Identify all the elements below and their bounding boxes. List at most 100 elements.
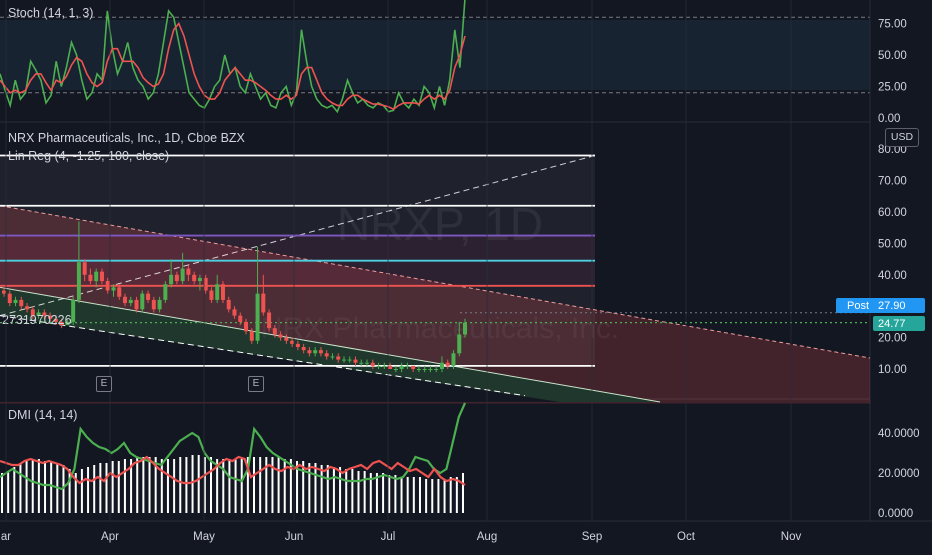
candle-body [134, 299, 139, 310]
candle-body [457, 334, 462, 354]
candle [203, 274, 208, 294]
candle [267, 309, 272, 332]
candle-body [295, 343, 300, 348]
x-tick-label: Sep [582, 531, 602, 543]
candle-body [267, 312, 272, 329]
candle-body [278, 334, 283, 338]
candle-body [71, 299, 76, 322]
candle [261, 274, 266, 316]
watermark-sub: NRX Pharmaceuticals, Inc. [261, 312, 619, 345]
x-tick-label: Apr [101, 531, 119, 543]
candle-body [215, 284, 220, 300]
price-tick-label: 10.00 [878, 364, 907, 376]
candle [359, 359, 364, 366]
x-tick-label: Nov [781, 531, 802, 543]
candle-body [382, 365, 387, 367]
candle-body [197, 277, 202, 282]
candle-body [318, 350, 323, 354]
candle [272, 325, 277, 338]
candle-body [411, 365, 416, 369]
candle-body [422, 369, 427, 370]
candle-body [30, 309, 35, 316]
candle [48, 312, 53, 322]
candle [180, 252, 185, 285]
candle-body [59, 321, 64, 326]
candle [94, 268, 99, 288]
candle [445, 359, 450, 369]
candle [382, 362, 387, 369]
candle-body [7, 293, 12, 304]
stoch-tick-label: 0.00 [878, 113, 900, 125]
candle [255, 246, 260, 344]
candle [457, 321, 462, 357]
candle [157, 296, 162, 313]
candle-body [226, 299, 231, 310]
price-tick-label: 80.00 [878, 144, 907, 156]
candle-body [313, 350, 318, 354]
candle-body [209, 290, 214, 300]
x-tick-label: Oct [677, 531, 696, 543]
candle [220, 281, 225, 304]
x-axis: ar Apr May Jun Jul Aug Sep Oct Nov [1, 0, 802, 543]
price-tick-label: 60.00 [878, 207, 907, 219]
x-tick-label: ar [1, 531, 11, 543]
candle-body [220, 284, 225, 300]
candle-body [341, 359, 346, 361]
earnings-marker[interactable]: E [96, 376, 112, 392]
regression-upward-line [0, 154, 596, 317]
candle-body [347, 359, 352, 361]
candle-body [82, 262, 87, 275]
candle [186, 265, 191, 282]
left-value: 2731970226 [2, 313, 72, 327]
candle [163, 281, 168, 304]
regression-lower-line [0, 315, 526, 397]
candle [249, 328, 254, 344]
candle [290, 337, 295, 348]
earnings-marker[interactable]: E [248, 376, 264, 392]
candle-body [307, 350, 312, 354]
candle [341, 356, 346, 363]
candle [376, 362, 381, 369]
x-tick-label: May [193, 531, 215, 543]
price-panel: NRXP, 1D NRX Pharmaceuticals, Inc. 80.00… [0, 131, 925, 404]
candle [411, 365, 416, 373]
candle-body [48, 315, 53, 319]
candle [128, 296, 133, 307]
candle [405, 362, 410, 369]
candle [123, 293, 128, 307]
candle [434, 365, 439, 373]
candle [30, 306, 35, 319]
candle-body [140, 293, 145, 310]
candle [439, 356, 444, 373]
candle-body [232, 309, 237, 316]
dmi-label: DMI (14, 14) [8, 408, 77, 422]
candle [88, 268, 93, 285]
candle [422, 365, 427, 373]
candle-body [13, 299, 18, 304]
symbol-title: NRX Pharmaceuticals, Inc., 1D, Cboe BZX [8, 131, 246, 145]
candle-body [238, 315, 243, 322]
indicator-label: Lin Reg (4, -1.25, 100, close) [8, 149, 169, 163]
stoch-tick-label: 50.00 [878, 50, 907, 62]
candle-body [111, 287, 116, 291]
currency-button[interactable]: USD [885, 128, 919, 147]
candle-body [117, 287, 122, 297]
stoch-panel: 75.00 50.00 25.00 0.00 Stoch (14, 1, 3) [0, 0, 907, 125]
candle [295, 340, 300, 351]
candle [353, 356, 358, 366]
candle-body [463, 322, 467, 335]
candle [192, 271, 197, 285]
svg-text:Post: Post [847, 300, 869, 312]
price-tick-label: 20.00 [878, 333, 907, 345]
candle-body [36, 312, 41, 316]
candle-body [88, 274, 93, 282]
candle-body [244, 321, 249, 332]
candle [347, 356, 352, 363]
candle [226, 296, 231, 313]
candle [324, 350, 329, 360]
candle [117, 284, 122, 300]
candle-body [151, 299, 156, 310]
candle-body [439, 362, 444, 369]
